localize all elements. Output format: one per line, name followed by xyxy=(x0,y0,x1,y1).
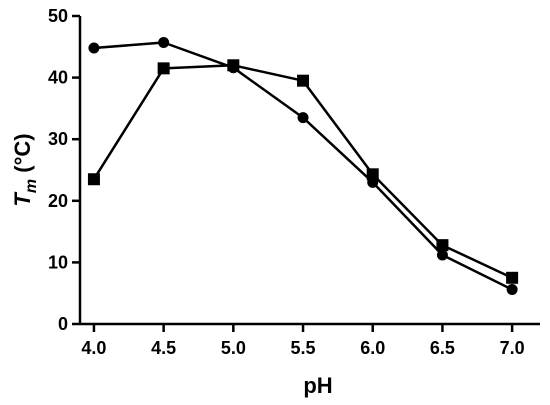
data-point-square xyxy=(506,271,519,284)
y-tick-label: 30 xyxy=(48,129,68,149)
data-point-circle xyxy=(436,249,448,261)
x-tick-label: 5.0 xyxy=(221,338,246,358)
y-tick-label: 0 xyxy=(58,314,68,334)
y-tick-label: 10 xyxy=(48,252,68,272)
chart-axes xyxy=(78,16,540,326)
data-point-square xyxy=(227,59,240,72)
y-axis-title-unit: (°C) xyxy=(10,133,35,178)
data-point-circle xyxy=(158,36,170,48)
chart-series-layer xyxy=(87,36,519,296)
data-point-circle xyxy=(297,112,309,124)
x-axis-title: pH xyxy=(303,373,332,398)
data-point-square xyxy=(87,173,100,186)
data-point-square xyxy=(297,74,310,87)
y-tick-label: 20 xyxy=(48,191,68,211)
x-tick-label: 4.5 xyxy=(151,338,176,358)
x-tick-label: 4.0 xyxy=(81,338,106,358)
data-point-square xyxy=(157,62,170,75)
x-tick-label: 6.0 xyxy=(360,338,385,358)
y-axis-title-subscript: m xyxy=(23,179,40,193)
x-tick-label: 6.5 xyxy=(430,338,455,358)
x-tick-label: 7.0 xyxy=(500,338,525,358)
data-point-square xyxy=(436,239,449,252)
y-axis-title-main: T xyxy=(10,192,35,207)
y-tick-label: 50 xyxy=(48,6,68,26)
y-tick-label: 40 xyxy=(48,68,68,88)
data-point-square xyxy=(366,168,379,181)
data-point-circle xyxy=(506,284,518,296)
series-line-square xyxy=(92,64,513,279)
data-point-circle xyxy=(88,42,100,54)
x-tick-label: 5.5 xyxy=(291,338,316,358)
y-axis-title: Tm (°C) xyxy=(10,133,40,206)
chart-tick-layer: 0 10 20 30 40 50 4.0 4.5 5.0 5.5 6.0 6.5 7.0 xyxy=(48,6,525,358)
